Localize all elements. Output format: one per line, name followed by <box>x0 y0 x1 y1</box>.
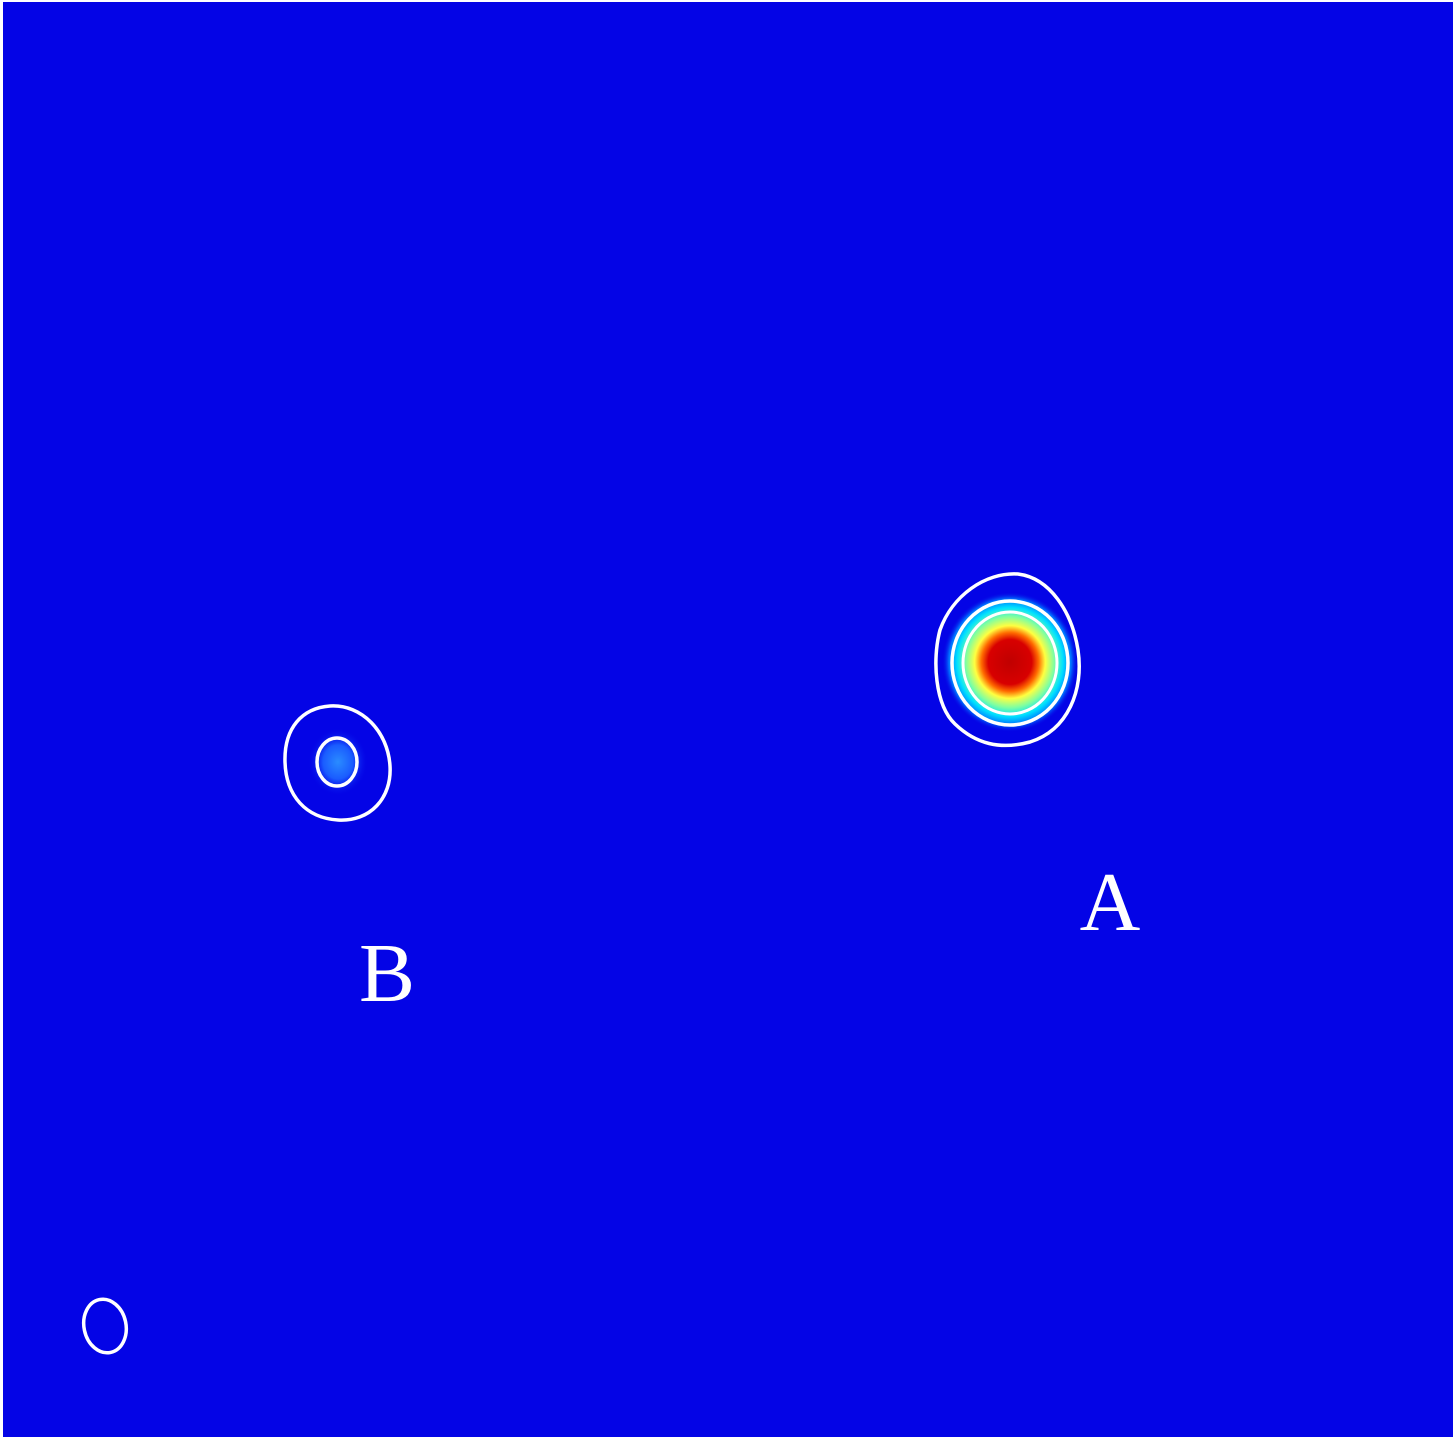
sky-map: A B <box>0 0 1453 1437</box>
background <box>3 2 1453 1437</box>
source-label: A <box>1080 856 1141 949</box>
source-label: B <box>359 927 415 1020</box>
page: {"labels": [{"text": "A"}, {"text": "B"}… <box>0 0 1453 1437</box>
